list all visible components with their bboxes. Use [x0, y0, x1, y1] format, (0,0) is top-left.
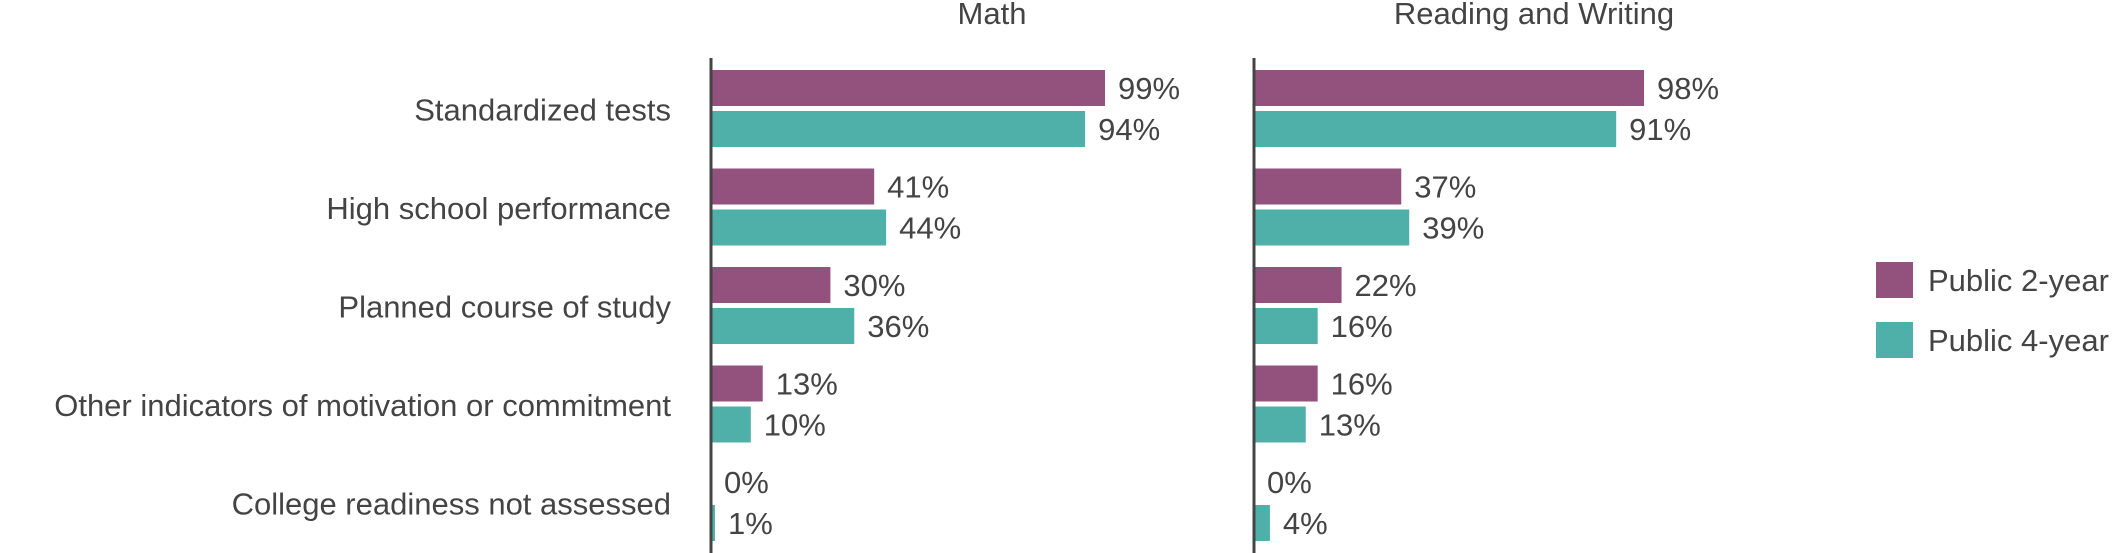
bar: [711, 406, 751, 443]
value-label: 30%: [843, 268, 905, 303]
category-label: College readiness not assessed: [232, 487, 671, 522]
bar: [1254, 168, 1402, 205]
category-label: Standardized tests: [414, 93, 671, 128]
value-label: 13%: [776, 367, 838, 402]
bar: [711, 365, 763, 402]
bar: [711, 70, 1106, 106]
category-label: High school performance: [326, 191, 671, 226]
panel-title: Reading and Writing: [1394, 0, 1674, 31]
bar: [711, 111, 1086, 147]
legend-swatch: [1876, 322, 1913, 358]
value-label: 37%: [1414, 170, 1476, 205]
value-label: 41%: [887, 170, 949, 205]
bar: [1254, 70, 1645, 106]
value-label: 36%: [867, 309, 929, 344]
bar: [1254, 505, 1270, 541]
value-label: 39%: [1422, 211, 1484, 246]
bar: [711, 505, 715, 541]
value-label: 98%: [1657, 71, 1719, 106]
bar: [1254, 267, 1342, 303]
bar: [711, 209, 887, 246]
legend-swatch: [1876, 262, 1913, 298]
value-label: 10%: [764, 408, 826, 443]
bar: [1254, 111, 1617, 147]
value-label: 1%: [728, 506, 773, 541]
panel-title: Math: [958, 0, 1027, 31]
category-label: Planned course of study: [338, 290, 671, 325]
value-label: 0%: [1267, 465, 1312, 500]
category-label: Other indicators of motivation or commit…: [54, 388, 671, 423]
value-label: 13%: [1319, 408, 1381, 443]
bar: [1254, 209, 1410, 246]
value-label: 0%: [724, 465, 769, 500]
value-label: 91%: [1629, 112, 1691, 147]
value-label: 44%: [899, 211, 961, 246]
bar: [1254, 365, 1318, 402]
legend-label: Public 4-year: [1928, 323, 2109, 358]
bar: [711, 267, 831, 303]
bar: [1254, 308, 1318, 344]
bar: [711, 168, 875, 205]
legend-label: Public 2-year: [1928, 263, 2109, 298]
bar: [1254, 406, 1306, 443]
value-label: 22%: [1355, 268, 1417, 303]
value-label: 99%: [1118, 71, 1180, 106]
value-label: 16%: [1331, 367, 1393, 402]
value-label: 16%: [1331, 309, 1393, 344]
bar: [711, 308, 855, 344]
value-label: 94%: [1098, 112, 1160, 147]
value-label: 4%: [1283, 506, 1328, 541]
